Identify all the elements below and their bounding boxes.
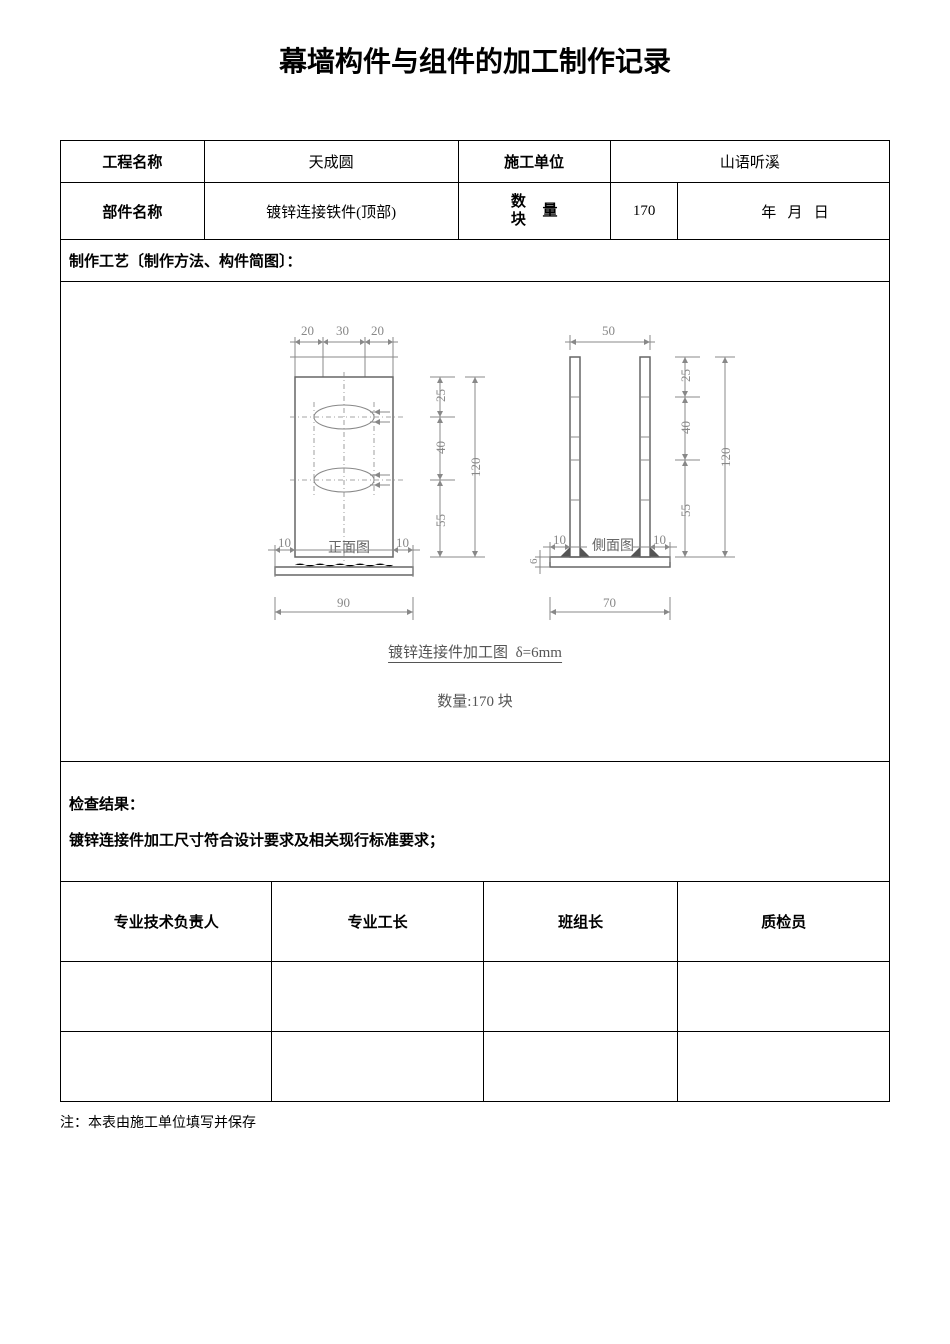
svg-text:25: 25 <box>678 369 693 382</box>
sig-cell <box>61 962 272 1032</box>
sig-cell <box>483 962 678 1032</box>
sig-cell <box>678 962 890 1032</box>
process-header: 制作工艺〔制作方法、构件简图〕： <box>61 240 890 282</box>
sig-team-lead-label: 班组长 <box>483 882 678 962</box>
table-row: 专业技术负责人 专业工长 班组长 质检员 <box>61 882 890 962</box>
svg-text:90: 90 <box>337 595 350 610</box>
record-table: 工程名称 天成圆 施工单位 山语听溪 部件名称 镀锌连接铁件(顶部) 数 块 量… <box>60 140 890 1102</box>
project-name-label: 工程名称 <box>61 141 205 183</box>
technical-drawing: 20 30 20 <box>195 302 755 672</box>
sig-qc-label: 质检员 <box>678 882 890 962</box>
svg-text:40: 40 <box>678 421 693 434</box>
sig-cell <box>678 1032 890 1102</box>
table-row: 部件名称 镀锌连接铁件(顶部) 数 块 量 170 年 月 日 <box>61 183 890 240</box>
table-row <box>61 962 890 1032</box>
date-cell: 年 月 日 <box>678 183 890 240</box>
sig-cell <box>61 1032 272 1102</box>
construction-unit-value: 山语听溪 <box>610 141 889 183</box>
inspection-cell: 检查结果： 镀锌连接件加工尺寸符合设计要求及相关现行标准要求； <box>61 762 890 882</box>
table-row: 检查结果： 镀锌连接件加工尺寸符合设计要求及相关现行标准要求； <box>61 762 890 882</box>
diagram-caption: 镀锌连接件加工图 δ=6mm 数量:170 块 <box>388 641 562 711</box>
part-name-label: 部件名称 <box>61 183 205 240</box>
table-row: 工程名称 天成圆 施工单位 山语听溪 <box>61 141 890 183</box>
svg-text:20: 20 <box>301 323 314 338</box>
sig-cell <box>272 1032 483 1102</box>
svg-text:120: 120 <box>468 458 483 478</box>
svg-text:40: 40 <box>433 441 448 454</box>
svg-text:70: 70 <box>603 595 616 610</box>
footer-note: 注：本表由施工单位填写并保存 <box>60 1112 890 1132</box>
construction-unit-label: 施工单位 <box>458 141 610 183</box>
svg-text:55: 55 <box>678 504 693 517</box>
svg-text:120: 120 <box>718 448 733 468</box>
sig-cell <box>272 962 483 1032</box>
svg-text:正面图: 正面图 <box>328 541 370 556</box>
quantity-value: 170 <box>610 183 678 240</box>
svg-text:50: 50 <box>602 323 615 338</box>
table-row: 20 30 20 <box>61 282 890 762</box>
sig-cell <box>483 1032 678 1102</box>
page-title: 幕墙构件与组件的加工制作记录 <box>60 40 890 80</box>
table-row <box>61 1032 890 1102</box>
svg-text:側面图: 側面图 <box>592 538 634 554</box>
svg-text:6: 6 <box>528 558 540 564</box>
diagram-cell: 20 30 20 <box>61 282 890 762</box>
project-name-value: 天成圆 <box>204 141 458 183</box>
svg-text:25: 25 <box>433 389 448 402</box>
table-row: 制作工艺〔制作方法、构件简图〕： <box>61 240 890 282</box>
sig-foreman-label: 专业工长 <box>272 882 483 962</box>
svg-text:30: 30 <box>336 323 349 338</box>
part-name-value: 镀锌连接铁件(顶部) <box>204 183 458 240</box>
svg-text:20: 20 <box>371 323 384 338</box>
quantity-label: 数 块 量 <box>458 183 610 240</box>
svg-text:55: 55 <box>433 514 448 527</box>
sig-tech-lead-label: 专业技术负责人 <box>61 882 272 962</box>
